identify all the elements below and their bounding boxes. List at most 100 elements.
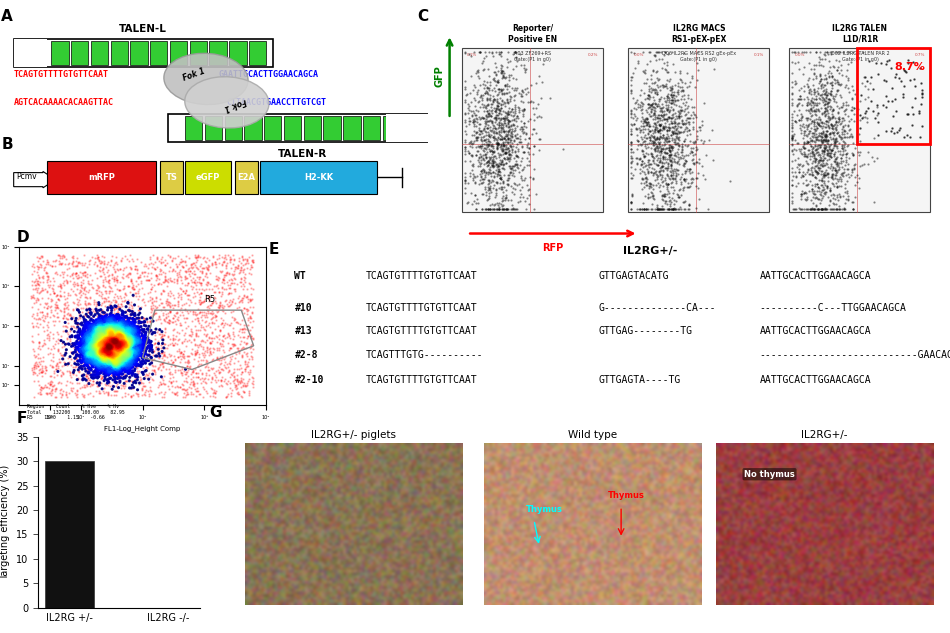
- Point: [123, 326, 138, 336]
- Text: 8.7%: 8.7%: [895, 61, 925, 72]
- Point: [86, 347, 102, 357]
- Point: [68, 342, 84, 353]
- Point: [55, 278, 70, 288]
- Point: [805, 136, 820, 146]
- Point: [116, 356, 131, 367]
- Point: [91, 346, 106, 356]
- Point: [806, 100, 821, 110]
- Point: [109, 347, 124, 357]
- Point: [810, 168, 826, 178]
- Point: [211, 272, 226, 282]
- Point: [45, 295, 60, 305]
- Point: [465, 139, 480, 149]
- Point: [810, 168, 826, 178]
- Point: [97, 297, 112, 307]
- Point: [482, 177, 497, 187]
- Point: [98, 339, 113, 349]
- Point: [842, 47, 857, 57]
- Point: [241, 374, 256, 384]
- Point: [48, 361, 64, 371]
- Point: [91, 348, 106, 358]
- Point: [198, 271, 213, 281]
- Point: [73, 350, 88, 360]
- Point: [828, 166, 844, 176]
- Point: [125, 341, 141, 351]
- Point: [56, 311, 71, 321]
- Point: [656, 132, 671, 142]
- Point: [825, 120, 840, 130]
- Point: [103, 333, 118, 343]
- Point: [648, 134, 663, 144]
- Point: [210, 275, 225, 285]
- Point: [172, 344, 187, 354]
- Point: [188, 261, 203, 272]
- Point: [100, 344, 115, 354]
- Point: [124, 338, 140, 348]
- Point: [797, 143, 812, 153]
- Point: [113, 353, 128, 363]
- Point: [69, 389, 85, 399]
- Point: [472, 175, 487, 185]
- Point: [667, 158, 682, 168]
- Point: [97, 321, 112, 331]
- Point: [498, 204, 513, 214]
- Point: [499, 108, 514, 118]
- Point: [83, 327, 98, 337]
- Point: [508, 113, 523, 123]
- Point: [152, 360, 167, 370]
- Point: [89, 368, 104, 379]
- Point: [501, 109, 516, 119]
- Point: [91, 332, 106, 342]
- Point: [76, 354, 91, 364]
- Point: [825, 83, 840, 93]
- Point: [647, 138, 662, 148]
- Point: [836, 122, 851, 132]
- Point: [642, 125, 657, 135]
- Point: [92, 321, 107, 331]
- Point: [87, 325, 103, 335]
- Point: [498, 204, 513, 214]
- Point: [664, 135, 679, 146]
- Point: [506, 168, 522, 178]
- Point: [821, 98, 836, 108]
- Point: [800, 165, 815, 175]
- Point: [652, 141, 667, 151]
- Point: [200, 388, 215, 398]
- Point: [75, 268, 90, 278]
- Point: [123, 335, 138, 345]
- Point: [111, 353, 126, 363]
- Point: [66, 298, 81, 308]
- Point: [109, 331, 124, 341]
- Point: [46, 329, 61, 339]
- Point: [102, 328, 117, 338]
- Point: [106, 370, 122, 380]
- Point: [98, 330, 113, 340]
- Point: [103, 343, 118, 353]
- Point: [654, 133, 669, 143]
- Point: [240, 313, 256, 323]
- Point: [90, 335, 105, 345]
- Point: [103, 329, 118, 339]
- Point: [84, 335, 99, 345]
- Point: [116, 342, 131, 352]
- Point: [111, 367, 126, 377]
- Point: [667, 195, 682, 205]
- Point: [124, 276, 139, 286]
- Point: [808, 189, 823, 199]
- Point: [810, 131, 826, 141]
- Point: [206, 318, 221, 328]
- Point: [681, 80, 696, 91]
- Point: [811, 135, 826, 146]
- Point: [93, 340, 108, 350]
- Point: [43, 312, 58, 322]
- Point: [124, 356, 139, 366]
- Point: [188, 372, 203, 382]
- Point: [74, 356, 89, 366]
- Point: [636, 152, 652, 162]
- Point: [95, 320, 110, 330]
- Point: [108, 342, 124, 352]
- Point: [227, 313, 242, 323]
- Point: [115, 358, 130, 368]
- Point: [666, 97, 681, 108]
- Point: [103, 342, 118, 352]
